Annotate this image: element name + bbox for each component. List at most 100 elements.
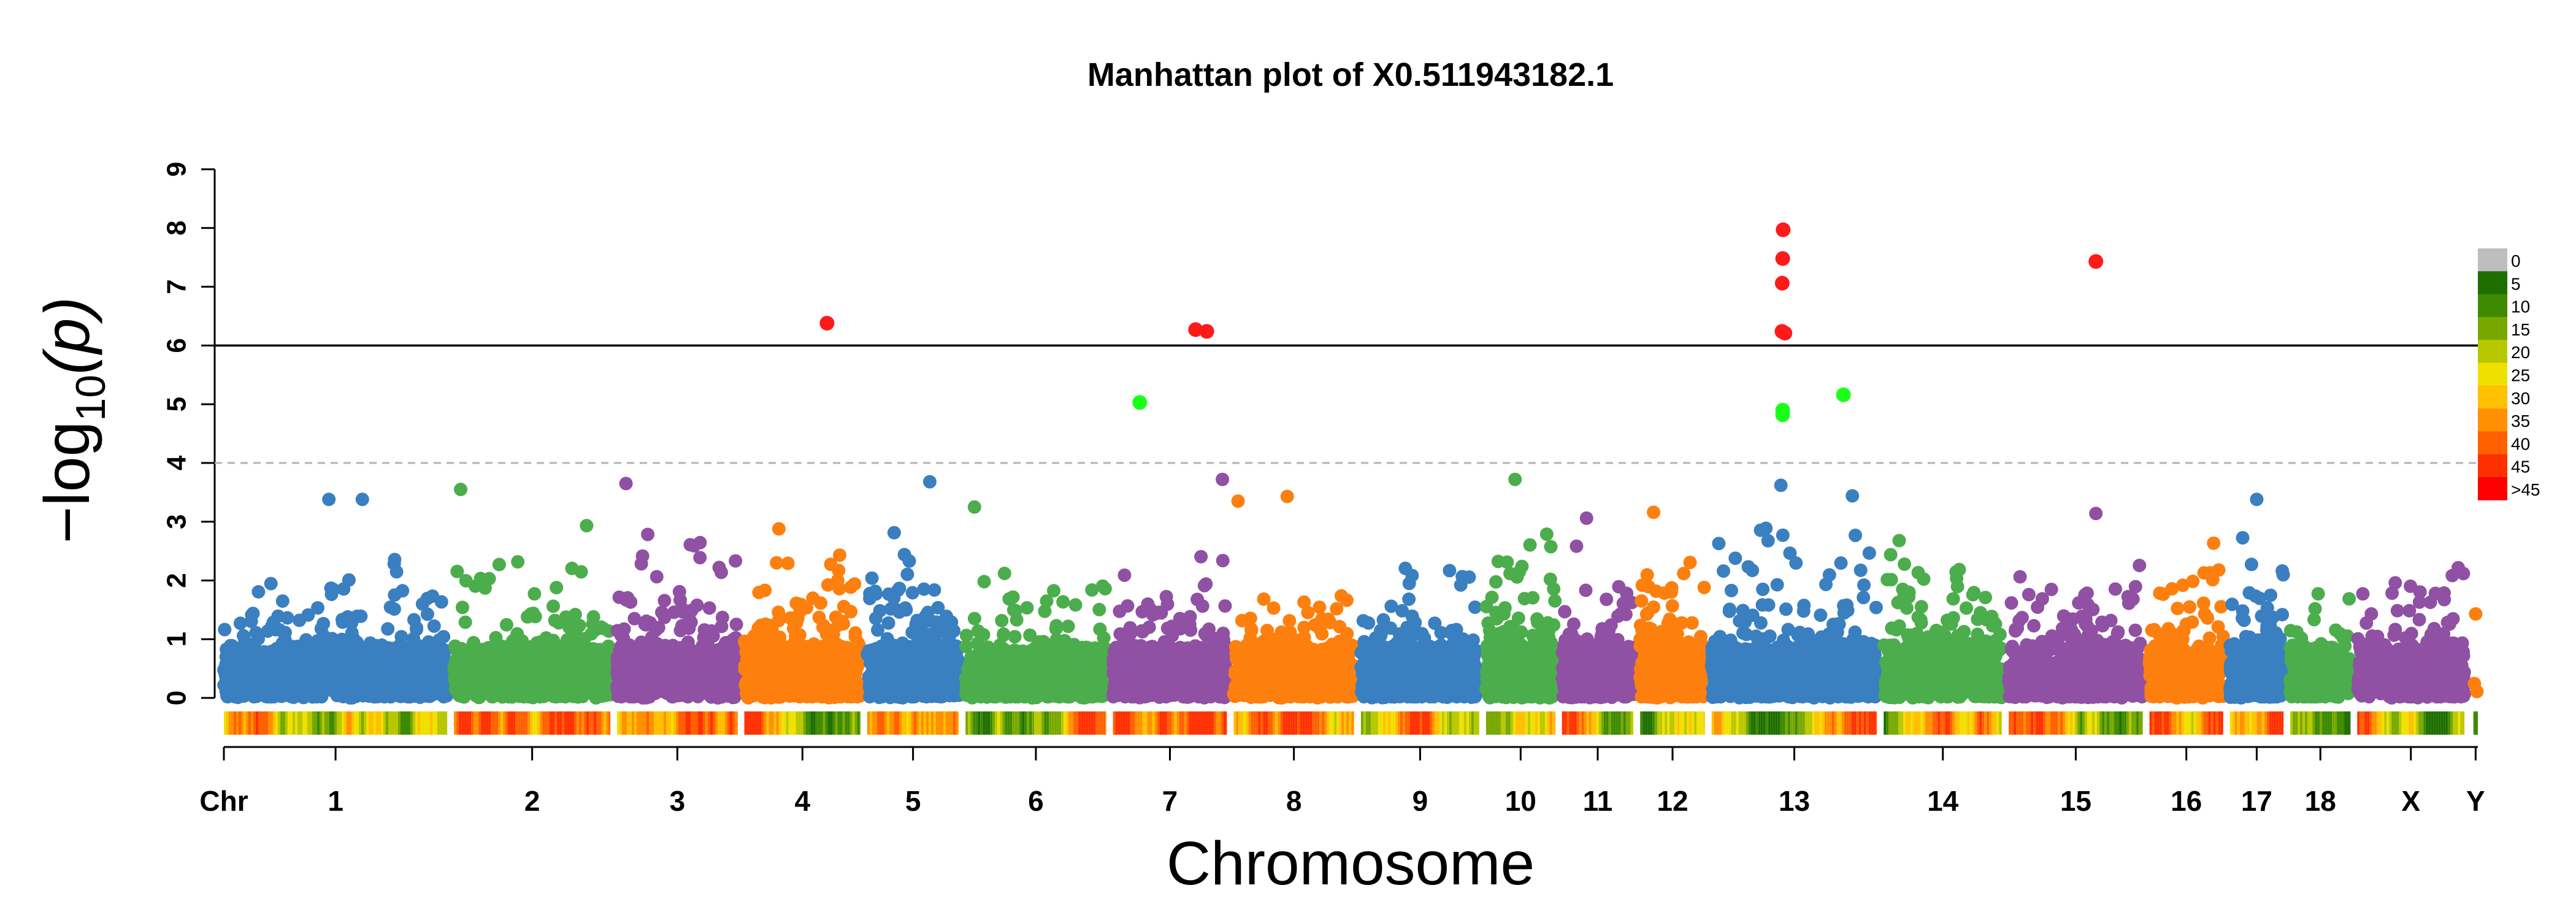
snp-point [456,600,469,614]
snp-point [1322,613,1335,626]
snp-point [658,669,672,683]
snp-point [385,660,398,673]
snp-point [653,657,666,671]
snp-point [596,622,610,635]
snp-point [450,565,464,578]
snp-point [703,601,716,615]
snp-point [1121,599,1134,613]
snp-point [248,650,262,664]
snp-point [864,671,877,684]
snp-point [546,600,560,613]
snp-point [1159,640,1173,653]
snp-point [1198,579,1211,592]
snp-point [381,622,394,636]
snp-point [450,665,463,678]
snp-point [275,682,288,695]
y-tick-label: 9 [162,162,192,177]
snp-point [1129,684,1143,698]
snp-point [883,653,897,666]
snp-point [903,554,916,568]
snp-point [593,684,607,698]
snp-point [829,610,843,624]
snp-point [948,641,961,654]
snp-point [895,646,909,660]
snp-point [394,630,408,643]
snp-point [388,557,401,570]
snp-point [865,645,878,658]
snp-point [906,689,919,702]
snp-point [326,583,340,596]
snp-point [1109,654,1122,667]
snp-point [638,618,652,631]
snp-point [1081,688,1095,702]
snp-point [1056,595,1070,608]
snp-point [553,687,566,701]
snp-point [686,654,700,667]
snp-point [245,615,258,628]
snp-point [373,660,386,673]
snp-point [917,583,930,596]
snp-point [621,591,634,605]
snp-point [1146,640,1159,653]
snp-point [610,681,624,695]
snp-point [1062,619,1075,633]
snp-point [1040,594,1054,608]
snp-point [1032,682,1045,695]
snp-point [764,661,778,674]
y-tick-label: 5 [162,397,192,412]
snp-point [334,651,348,664]
snp-point [267,616,280,630]
chart-title: Manhattan plot of X0.511943182.1 [1087,56,1614,93]
chromosome-points-8 [1227,589,1361,705]
snp-point [763,624,776,638]
snp-point [427,619,441,633]
snp-point [497,686,511,699]
snp-point [1194,679,1208,692]
snp-point [688,670,701,683]
snp-point [500,648,514,661]
snp-point [585,627,598,641]
snp-point [316,617,330,630]
snp-point [562,621,576,635]
snp-point [1021,601,1034,615]
snp-point [410,668,424,681]
snp-point [1216,627,1230,640]
snp-point [899,601,912,615]
snp-point [906,586,919,600]
snp-point [868,584,882,598]
chromosome-points-3 [610,527,744,705]
snp-point [673,585,686,599]
snp-point [410,621,423,635]
snp-point [435,681,449,694]
snp-point [493,558,506,572]
snp-point [1143,621,1156,634]
snp-point [1260,624,1274,637]
snp-point [698,623,711,637]
snp-point [1007,603,1021,617]
snp-point [1096,580,1110,593]
chromosome-points-7 [1106,550,1233,705]
snp-point [1206,689,1219,702]
snp-point [708,673,722,687]
snp-point [527,587,541,600]
snp-point [1297,596,1311,609]
y-tick-label: 1 [162,632,192,646]
snp-point [813,611,826,624]
snp-point [826,656,840,670]
snp-point [1095,664,1108,678]
snp-point [1160,590,1173,603]
snp-point [511,663,524,676]
snp-point [772,522,786,535]
snp-point [529,610,542,623]
snp-point [641,527,654,541]
snp-point [713,659,727,673]
snp-point [730,618,743,631]
snp-point [978,575,991,588]
snp-point [1211,641,1224,654]
snp-point [1049,622,1063,635]
snp-point [1190,592,1204,606]
snp-point [315,664,328,677]
snp-point [943,681,957,695]
snp-point [824,557,838,571]
